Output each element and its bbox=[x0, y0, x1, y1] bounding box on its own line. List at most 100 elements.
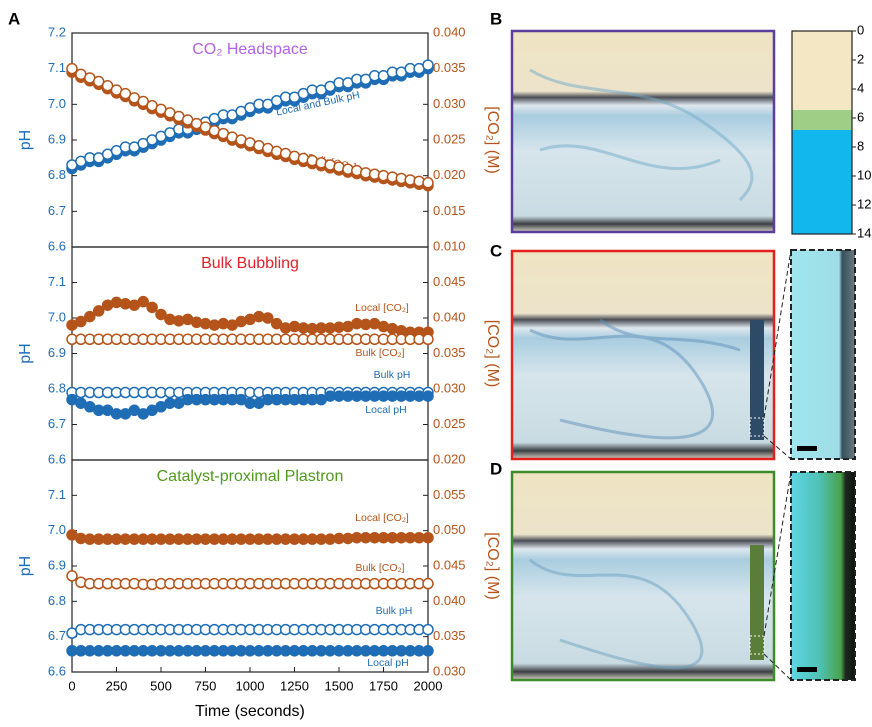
y-tick-label: 6.9 bbox=[48, 131, 66, 146]
y-tick-label: 6.6 bbox=[48, 451, 66, 466]
colorbar-tick-label: 2 bbox=[857, 51, 864, 66]
y-tick-label: 7.0 bbox=[48, 309, 66, 324]
y2-tick-label: 0.045 bbox=[433, 274, 466, 289]
y-tick-label: 7.0 bbox=[48, 522, 66, 537]
x-tick-label: 1750 bbox=[369, 678, 398, 693]
y2-tick-label: 0.055 bbox=[433, 487, 466, 502]
x-tick-label: 2000 bbox=[414, 678, 443, 693]
x-tick-label: 1250 bbox=[280, 678, 309, 693]
colorbar-tick-label: 6 bbox=[857, 109, 864, 124]
data-point bbox=[423, 646, 433, 656]
data-point bbox=[423, 391, 433, 401]
y2-axis-label: [CO₂] (M) bbox=[484, 106, 501, 174]
data-point bbox=[423, 178, 433, 188]
y2-tick-label: 0.035 bbox=[433, 345, 466, 360]
y-tick-label: 6.7 bbox=[48, 203, 66, 218]
zoom-c bbox=[791, 250, 855, 459]
y-tick-label: 7.2 bbox=[48, 24, 66, 39]
y2-tick-label: 0.035 bbox=[433, 628, 466, 643]
data-point bbox=[85, 312, 95, 322]
y2-axis-label: [CO₂] (M) bbox=[484, 320, 501, 388]
colorbar-tick-label: 4 bbox=[857, 80, 864, 95]
y2-tick-label: 0.020 bbox=[433, 451, 466, 466]
y2-tick-label: 0.045 bbox=[433, 557, 466, 572]
colorbar-tick-label: 0 bbox=[857, 22, 864, 37]
data-point bbox=[138, 297, 148, 307]
y-axis-label: pH bbox=[17, 130, 34, 150]
data-point bbox=[263, 313, 273, 323]
x-tick-label: 500 bbox=[150, 678, 172, 693]
panel-title: Bulk Bubbling bbox=[201, 255, 299, 272]
colorbar-tick-label: 12 bbox=[857, 196, 871, 211]
x-tick-label: 0 bbox=[68, 678, 75, 693]
y-tick-label: 6.8 bbox=[48, 167, 66, 182]
data-point bbox=[94, 306, 104, 316]
y-axis-label: pH bbox=[17, 556, 34, 576]
y2-axis-label: [CO₂] (M) bbox=[484, 532, 501, 600]
y2-tick-label: 0.030 bbox=[433, 380, 466, 395]
x-axis-label: Time (seconds) bbox=[195, 703, 305, 720]
data-point bbox=[67, 64, 77, 74]
data-point bbox=[423, 579, 433, 589]
y2-tick-label: 0.025 bbox=[433, 131, 466, 146]
y-tick-label: 7.1 bbox=[48, 274, 66, 289]
data-point bbox=[423, 60, 433, 70]
y2-tick-label: 0.040 bbox=[433, 24, 466, 39]
photo-d bbox=[512, 472, 774, 680]
scale-bar bbox=[797, 446, 817, 451]
photo-c bbox=[512, 251, 774, 459]
y-tick-label: 6.6 bbox=[48, 663, 66, 678]
y2-tick-label: 0.015 bbox=[433, 203, 466, 218]
zoom-d bbox=[791, 472, 855, 680]
colorbar-tick-label: 8 bbox=[857, 138, 864, 153]
colorbar-tick-label: 14 bbox=[857, 225, 871, 240]
y-tick-label: 6.6 bbox=[48, 238, 66, 253]
x-tick-label: 1000 bbox=[236, 678, 265, 693]
y2-tick-label: 0.030 bbox=[433, 663, 466, 678]
data-point bbox=[423, 334, 433, 344]
colorbar-green bbox=[792, 110, 852, 130]
y-tick-label: 6.7 bbox=[48, 416, 66, 431]
panel-label: C bbox=[490, 241, 502, 260]
series-label: Bulk pH bbox=[376, 605, 413, 617]
data-point bbox=[423, 533, 433, 543]
series-label: Local pH bbox=[367, 657, 408, 669]
y-tick-label: 6.7 bbox=[48, 628, 66, 643]
photo-b bbox=[512, 31, 774, 232]
y2-tick-label: 0.035 bbox=[433, 60, 466, 75]
data-point bbox=[67, 571, 77, 581]
y-tick-label: 6.8 bbox=[48, 593, 66, 608]
y2-tick-label: 0.040 bbox=[433, 593, 466, 608]
scale-bar bbox=[797, 667, 817, 672]
y-tick-label: 6.9 bbox=[48, 557, 66, 572]
series-label: Bulk pH bbox=[374, 369, 411, 381]
y2-tick-label: 0.010 bbox=[433, 238, 466, 253]
series-label: Bulk [CO₂] bbox=[355, 347, 404, 359]
data-point bbox=[423, 625, 433, 635]
panel-label: D bbox=[490, 459, 502, 478]
y-tick-label: 7.1 bbox=[48, 60, 66, 75]
x-tick-label: 750 bbox=[195, 678, 217, 693]
y2-tick-label: 0.050 bbox=[433, 522, 466, 537]
colorbar-tick-label: 10 bbox=[857, 167, 871, 182]
y-axis-label: pH bbox=[17, 343, 34, 363]
colorbar-blue bbox=[792, 130, 852, 234]
x-tick-label: 1500 bbox=[325, 678, 354, 693]
panel-label: A bbox=[8, 9, 20, 28]
panel-label: B bbox=[490, 9, 502, 28]
y-tick-label: 7.0 bbox=[48, 96, 66, 111]
y2-tick-label: 0.020 bbox=[433, 167, 466, 182]
series-label: Local [CO₂] bbox=[355, 302, 409, 314]
panel-title: CO₂ Headspace bbox=[192, 41, 308, 58]
y2-tick-label: 0.030 bbox=[433, 96, 466, 111]
y-tick-label: 6.9 bbox=[48, 345, 66, 360]
x-tick-label: 250 bbox=[106, 678, 128, 693]
plastron bbox=[750, 545, 764, 660]
panel-title: Catalyst-proximal Plastron bbox=[157, 468, 344, 485]
figure: B C D 6.6 6.7 6.8 6.9 7.0 7.1 7.2 0.010 0.015 0.0… bbox=[0, 0, 872, 722]
series-label: Bulk [CO₂] bbox=[355, 562, 404, 574]
series-label: Local pH bbox=[365, 404, 406, 416]
plastron bbox=[750, 320, 764, 440]
series-label: Local [CO₂] bbox=[355, 512, 409, 524]
y2-tick-label: 0.025 bbox=[433, 416, 466, 431]
